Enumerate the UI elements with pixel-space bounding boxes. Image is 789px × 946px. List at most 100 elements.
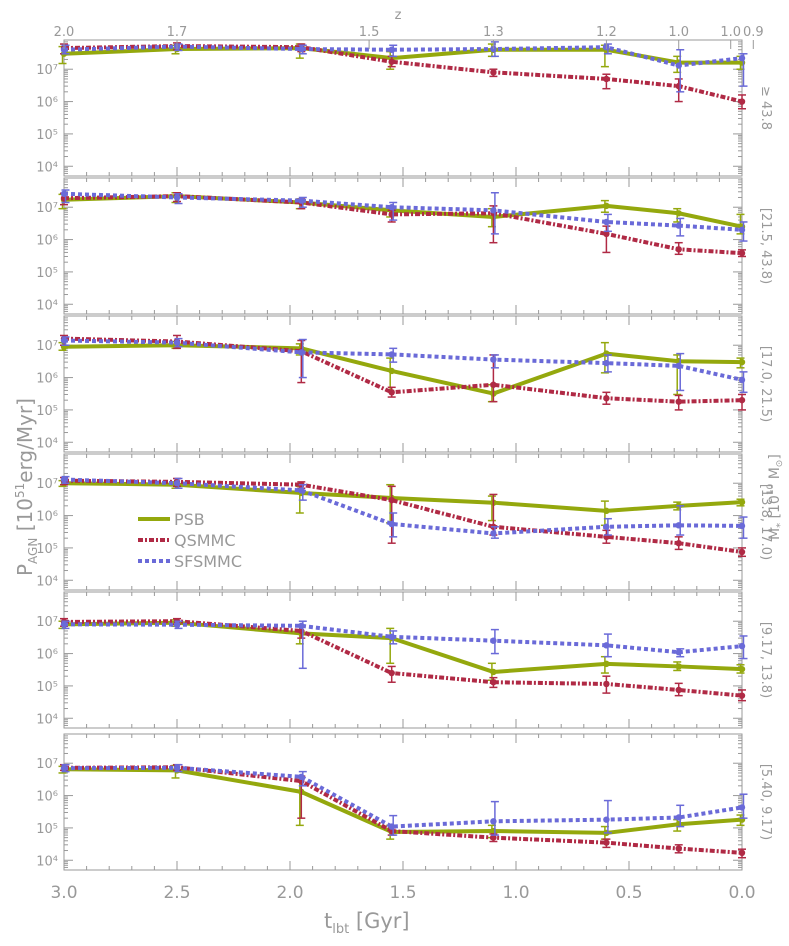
mass-bin-label: [9.17, 13.8) <box>758 622 773 698</box>
series-sfsmmc <box>60 475 748 539</box>
series-sfsmmc <box>60 620 748 670</box>
y-tick-label: 10⁵ <box>36 404 58 419</box>
mass-axis-title-sun: ⊙ <box>775 460 785 468</box>
top-tick-label: 1.0 <box>668 25 689 40</box>
y-axis-title-sup: 51 <box>13 483 27 498</box>
data-point <box>490 668 497 676</box>
y-tick-label: 10⁴ <box>36 854 58 869</box>
data-point <box>675 845 682 852</box>
series-qsmmc <box>60 476 746 558</box>
mass-bin-label: [13.8, 17.0) <box>758 484 773 560</box>
x-tick-label: 2.0 <box>276 883 303 903</box>
panel-frame <box>63 453 743 591</box>
series-line <box>63 619 743 698</box>
data-point <box>675 222 682 229</box>
data-point <box>173 339 181 346</box>
y-tick-label: 10⁶ <box>36 510 58 525</box>
series-line <box>63 765 743 855</box>
y-tick-label: 10⁶ <box>36 790 58 805</box>
data-point <box>675 814 682 821</box>
data-point <box>675 210 682 217</box>
data-point <box>388 496 395 504</box>
data-point <box>490 679 497 686</box>
panel-frame <box>63 733 743 871</box>
panel-frame <box>63 39 743 177</box>
data-point <box>388 58 395 65</box>
panel-frame <box>63 315 743 453</box>
legend-label-qsmmc: QSMMC <box>174 531 236 550</box>
series-line <box>63 622 743 655</box>
x-axis-title-rest: [Gyr] <box>349 909 409 933</box>
data-point <box>603 75 610 83</box>
data-point <box>60 46 68 53</box>
data-point <box>675 522 682 529</box>
data-point <box>603 839 610 846</box>
x-tick-label: 1.5 <box>389 883 416 903</box>
data-point <box>603 359 610 367</box>
top-tick-label: 2.0 <box>54 25 75 40</box>
y-tick-label: 10⁵ <box>36 128 58 143</box>
panels-group: 10⁴ 10⁵ 10⁶ 10⁷ ≥ 43.8 10⁴ 10⁵ 10⁶ 10⁷ [21.5, 43.… <box>36 25 773 903</box>
data-point <box>490 381 497 388</box>
data-point <box>388 46 395 53</box>
data-point <box>738 376 746 384</box>
y-tick-label: 10⁷ <box>36 615 58 630</box>
x-tick-label: 0.0 <box>728 883 755 903</box>
data-point <box>388 204 395 211</box>
data-point <box>388 823 395 830</box>
data-point <box>388 669 395 677</box>
data-point <box>738 548 746 556</box>
series-line <box>63 477 743 536</box>
x-axis-title-main: t <box>324 909 332 933</box>
data-point <box>603 395 610 402</box>
series-qsmmc <box>60 191 746 258</box>
data-point <box>603 642 610 649</box>
series-line <box>63 767 743 835</box>
panel-4: 10⁴ 10⁵ 10⁶ 10⁷ [13.8, 17.0) <box>36 453 773 591</box>
y-axis-title-rest-b: erg/Myr] <box>13 398 37 483</box>
data-point <box>490 356 497 363</box>
y-tick-label: 10⁵ <box>36 680 58 695</box>
data-point <box>490 207 497 214</box>
data-point <box>738 498 746 506</box>
panel-frame <box>63 591 743 729</box>
y-tick-label: 10⁵ <box>36 822 58 837</box>
data-point <box>603 523 610 530</box>
data-point <box>60 190 68 197</box>
data-point <box>388 520 395 528</box>
y-tick-label: 10⁵ <box>36 266 58 281</box>
data-point <box>490 818 497 825</box>
x-tick-label: 0.5 <box>615 883 642 903</box>
data-point <box>298 45 305 53</box>
panel-2: 10⁴ 10⁵ 10⁶ 10⁷ [21.5, 43.8) <box>36 177 773 315</box>
mass-bin-label: ≥ 43.8 <box>758 86 773 130</box>
data-point <box>298 197 305 204</box>
data-point <box>603 230 610 238</box>
data-point <box>173 764 181 772</box>
y-tick-label: 10⁷ <box>36 201 58 216</box>
data-point <box>738 692 746 699</box>
mass-bin-label: [5.40, 9.17) <box>758 764 773 840</box>
data-point <box>490 530 497 537</box>
data-point <box>298 622 305 630</box>
y-tick-label: 10⁴ <box>36 298 58 313</box>
data-point <box>603 218 610 226</box>
y-axis-title-rest-a: [10 <box>13 498 37 538</box>
data-point <box>173 621 181 628</box>
data-point <box>490 637 497 644</box>
series-qsmmc <box>60 42 746 110</box>
series-line <box>63 765 743 829</box>
data-point <box>603 680 610 688</box>
data-point <box>675 686 682 694</box>
top-tick-label: 1.0 <box>720 25 741 40</box>
x-tick-label: 1.0 <box>502 883 529 903</box>
y-tick-label: 10⁶ <box>36 648 58 663</box>
data-point <box>60 621 68 628</box>
series-sfsmmc <box>60 189 748 242</box>
series-line <box>63 336 743 404</box>
data-point <box>738 396 746 404</box>
data-point <box>675 362 682 370</box>
data-point <box>603 507 610 515</box>
data-point <box>603 660 610 668</box>
